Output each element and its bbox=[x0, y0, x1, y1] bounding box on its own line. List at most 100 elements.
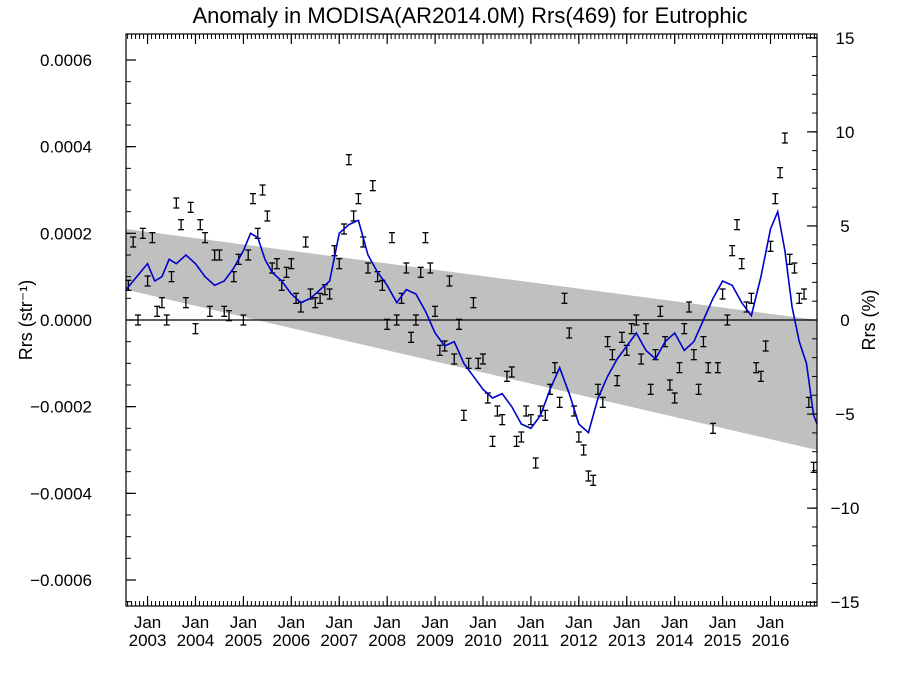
data-point bbox=[604, 336, 611, 348]
data-point bbox=[202, 232, 209, 244]
data-point bbox=[182, 297, 189, 309]
smooth-line bbox=[125, 208, 818, 435]
data-point bbox=[647, 383, 654, 395]
x-tick-year: 2009 bbox=[416, 631, 454, 650]
data-point bbox=[388, 232, 395, 244]
x-tick-year: 2003 bbox=[129, 631, 167, 650]
data-point bbox=[757, 370, 764, 382]
data-point bbox=[609, 349, 616, 361]
data-point bbox=[456, 318, 463, 330]
y2-tick-label: −5 bbox=[835, 405, 854, 424]
data-point bbox=[149, 232, 156, 244]
data-point bbox=[700, 336, 707, 348]
x-axis-ticks: Jan2003Jan2004Jan2005Jan2006Jan2007Jan20… bbox=[127, 34, 815, 650]
data-point bbox=[714, 362, 721, 374]
data-point bbox=[642, 323, 649, 335]
x-tick-month: Jan bbox=[757, 613, 784, 632]
data-point bbox=[168, 271, 175, 283]
data-point bbox=[288, 258, 295, 270]
data-point bbox=[556, 396, 563, 408]
x-tick-year: 2007 bbox=[320, 631, 358, 650]
data-points bbox=[125, 132, 817, 486]
x-tick-year: 2014 bbox=[656, 631, 694, 650]
data-point bbox=[427, 262, 434, 274]
data-point bbox=[412, 314, 419, 326]
data-point bbox=[566, 327, 573, 339]
y-tick-label: −0.0002 bbox=[30, 398, 92, 417]
data-point bbox=[336, 258, 343, 270]
data-point bbox=[676, 362, 683, 374]
data-point bbox=[144, 275, 151, 287]
data-point bbox=[134, 314, 141, 326]
y-tick-label: −0.0006 bbox=[30, 571, 92, 590]
data-point bbox=[154, 305, 161, 317]
y2-tick-label: 15 bbox=[836, 29, 855, 48]
x-tick-month: Jan bbox=[709, 613, 736, 632]
data-point bbox=[791, 262, 798, 274]
x-tick-month: Jan bbox=[278, 613, 305, 632]
data-point bbox=[173, 197, 180, 209]
data-point bbox=[326, 288, 333, 300]
data-point bbox=[503, 370, 510, 382]
data-point bbox=[417, 266, 424, 278]
data-point bbox=[733, 219, 740, 231]
data-point bbox=[206, 305, 213, 317]
data-point bbox=[686, 301, 693, 313]
x-tick-month: Jan bbox=[517, 613, 544, 632]
data-point bbox=[489, 435, 496, 447]
x-tick-year: 2016 bbox=[752, 631, 790, 650]
data-point bbox=[317, 292, 324, 304]
data-point bbox=[408, 331, 415, 343]
data-point bbox=[350, 210, 357, 222]
y-tick-label: 0.0002 bbox=[40, 224, 92, 243]
data-point bbox=[585, 470, 592, 482]
data-point bbox=[273, 258, 280, 270]
data-point bbox=[403, 262, 410, 274]
trend-band bbox=[126, 229, 817, 450]
data-point bbox=[681, 323, 688, 335]
x-tick-month: Jan bbox=[661, 613, 688, 632]
data-point bbox=[384, 318, 391, 330]
x-tick-month: Jan bbox=[230, 613, 257, 632]
data-point bbox=[729, 245, 736, 257]
data-point bbox=[801, 288, 808, 300]
data-point bbox=[724, 314, 731, 326]
x-tick-year: 2005 bbox=[224, 631, 262, 650]
data-point bbox=[532, 457, 539, 469]
data-point bbox=[422, 232, 429, 244]
x-tick-year: 2012 bbox=[560, 631, 598, 650]
data-point bbox=[369, 180, 376, 192]
data-point bbox=[710, 422, 717, 434]
y-tick-label: 0.0004 bbox=[40, 138, 92, 157]
y2-tick-label: 5 bbox=[840, 217, 849, 236]
x-tick-year: 2006 bbox=[272, 631, 310, 650]
y2-tick-label: 10 bbox=[836, 123, 855, 142]
data-point bbox=[355, 193, 362, 205]
chart-title: Anomaly in MODISA(AR2014.0M) Rrs(469) fo… bbox=[192, 3, 747, 28]
data-point bbox=[364, 262, 371, 274]
x-tick-year: 2004 bbox=[177, 631, 215, 650]
data-point bbox=[345, 154, 352, 166]
data-point bbox=[762, 340, 769, 352]
data-point bbox=[312, 297, 319, 309]
y2-axis-ticks: 15 10 5 0 −5 −10 −15 bbox=[807, 29, 859, 612]
data-point bbox=[480, 353, 487, 365]
data-point bbox=[575, 431, 582, 443]
data-point bbox=[705, 362, 712, 374]
data-point bbox=[259, 184, 266, 196]
data-point bbox=[499, 414, 506, 426]
data-point bbox=[772, 193, 779, 205]
data-point bbox=[475, 357, 482, 369]
data-point bbox=[523, 405, 530, 417]
data-point bbox=[139, 227, 146, 239]
data-point bbox=[393, 314, 400, 326]
data-point bbox=[249, 193, 256, 205]
y2-tick-label: −15 bbox=[831, 593, 860, 612]
data-point bbox=[158, 297, 165, 309]
data-point bbox=[695, 383, 702, 395]
data-point bbox=[781, 132, 788, 144]
data-point bbox=[614, 375, 621, 387]
data-point bbox=[302, 236, 309, 248]
data-point bbox=[508, 366, 515, 378]
data-point bbox=[470, 297, 477, 309]
